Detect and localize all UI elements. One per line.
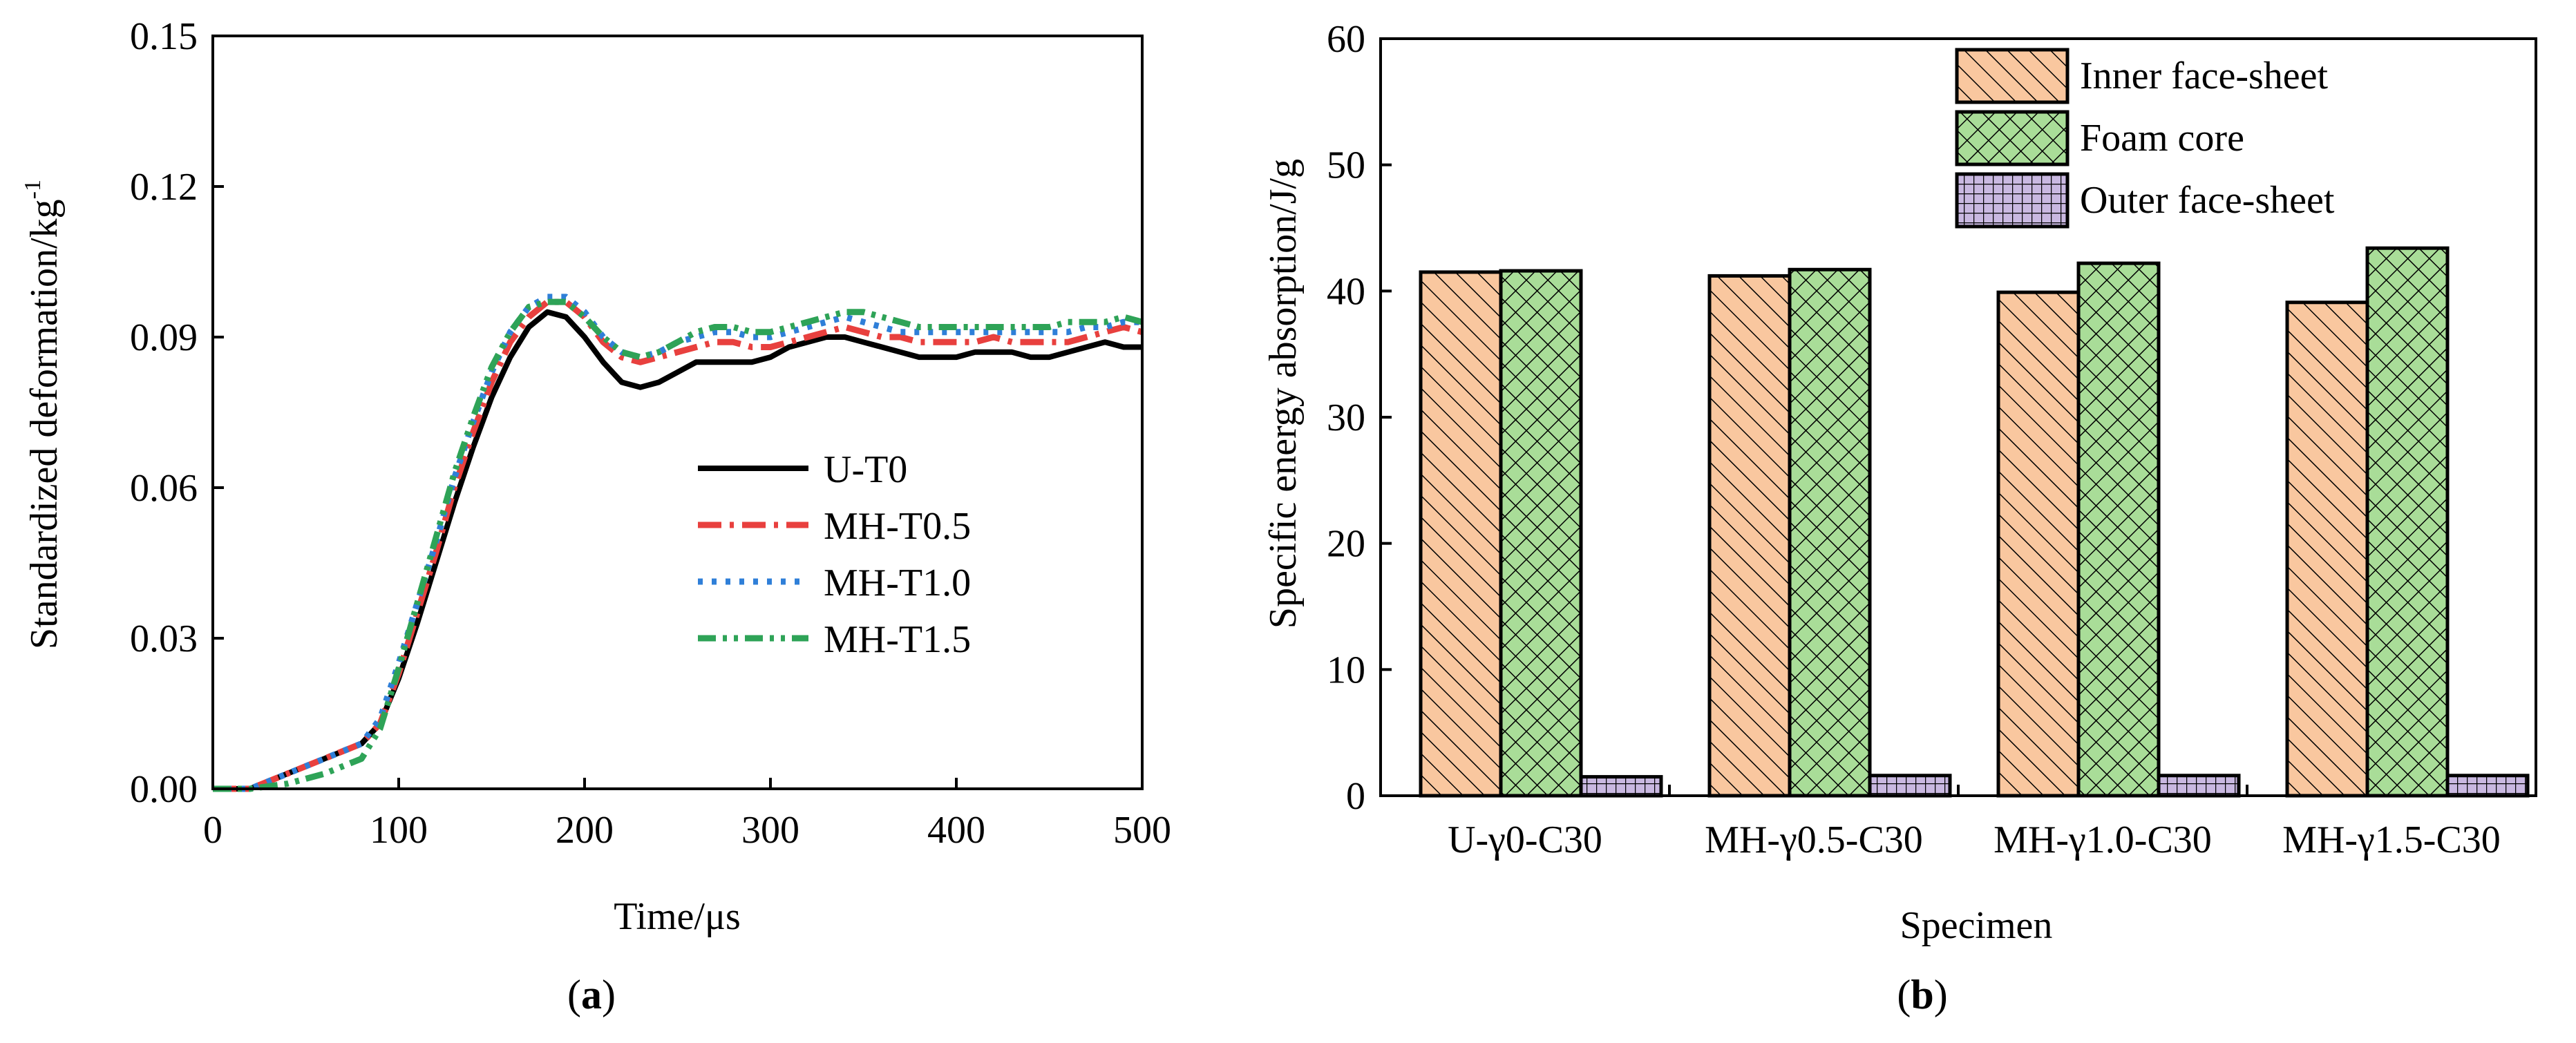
y-tick-label: 0.09 [130, 316, 198, 359]
y-axis-title-superscript: -1 [20, 180, 46, 199]
legend: U-T0 MH-T0.5 MH-T1.0 MH-T1.5 [698, 448, 971, 661]
legend-label: MH-T1.0 [824, 562, 971, 604]
x-tick-label: MH-γ1.5-C30 [2282, 819, 2501, 861]
y-tick-label: 0.15 [130, 15, 198, 58]
bar-outer-face-sheet [1868, 774, 1952, 798]
x-tick-label: 0 [203, 809, 222, 852]
x-tick-label: MH-γ1.0-C30 [1993, 819, 2212, 861]
legend-label: Inner face-sheet [2080, 55, 2329, 97]
legend-label: Outer face-sheet [2080, 179, 2335, 222]
bar-series-group [1419, 246, 2530, 798]
panel-label-letter: b [1911, 972, 1933, 1017]
x-tick-label: 100 [370, 809, 428, 852]
series-line-u-t0 [213, 309, 1142, 792]
x-tick-label: 400 [927, 809, 985, 852]
x-tick-label: MH-γ0.5-C30 [1705, 819, 1923, 861]
bar-outer-face-sheet [2157, 774, 2241, 798]
y-tick-label: 30 [1327, 396, 1365, 439]
panel-label: (b) [1897, 972, 1947, 1017]
bar-inner-face-sheet [2285, 300, 2369, 798]
axis-ticks: U-γ0-C30 MH-γ0.5-C30 MH-γ1.0-C30 MH-γ1.5-C3… [1327, 18, 2501, 861]
line-chart-panel: 0 100 200 300 400 500 0.00 0.03 0.06 0.09 0.12 0.15… [20, 15, 1171, 1017]
y-tick-label: 0.03 [130, 618, 198, 660]
x-tick-label: U-γ0-C30 [1448, 819, 1602, 861]
panel-label-letter: a [581, 972, 602, 1017]
legend-swatch [1955, 48, 2070, 104]
series-line-mh-t1-5 [213, 298, 1144, 792]
x-axis-title: Time/μs [614, 895, 741, 938]
bar-outer-face-sheet [2445, 774, 2530, 798]
y-axis-title-main: Standardized deformation/kg [23, 199, 66, 649]
legend-swatch [1955, 172, 2070, 229]
legend: Inner face-sheet Foam core Outer face-shee… [1955, 48, 2335, 229]
panel-label: (a) [567, 972, 616, 1017]
bar-inner-face-sheet [1996, 290, 2081, 798]
series-line-mh-t0-5 [213, 298, 1144, 792]
series-line-mh-t1-0 [213, 294, 1142, 792]
bar-foam-core [1788, 267, 1872, 798]
legend-label: U-T0 [824, 448, 907, 491]
x-tick-label: 500 [1113, 809, 1171, 852]
y-tick-label: 10 [1327, 649, 1365, 691]
bar-chart-panel: U-γ0-C30 MH-γ0.5-C30 MH-γ1.0-C30 MH-γ1.5-C3… [1262, 18, 2537, 1017]
x-tick-label: 200 [556, 809, 614, 852]
bar-foam-core [2076, 261, 2161, 798]
y-tick-label: 60 [1327, 18, 1365, 61]
axis-ticks: 0 100 200 300 400 500 0.00 0.03 0.06 0.09 0.12 0.15 [130, 15, 1171, 852]
y-tick-label: 0.00 [130, 768, 198, 811]
x-axis-title: Specimen [1900, 904, 2053, 947]
y-tick-label: 0.06 [130, 467, 198, 510]
bar-foam-core [2365, 246, 2450, 798]
y-axis-title: Standardized deformation/kg-1 [20, 180, 66, 649]
plot-frame [211, 35, 1144, 790]
legend-label: MH-T0.5 [824, 505, 971, 548]
y-axis-title: Specific energy absorption/J/g [1262, 159, 1305, 629]
y-tick-label: 0 [1346, 775, 1365, 818]
x-tick-label: 300 [741, 809, 799, 852]
bar-foam-core [1499, 269, 1583, 798]
bar-inner-face-sheet [1707, 274, 1792, 798]
y-tick-label: 20 [1327, 523, 1365, 566]
bar-outer-face-sheet [1579, 775, 1663, 798]
y-tick-label: 40 [1327, 270, 1365, 313]
legend-label: Foam core [2080, 117, 2244, 160]
legend-swatch [1955, 110, 2070, 166]
y-tick-label: 50 [1327, 144, 1365, 187]
y-tick-label: 0.12 [130, 166, 198, 209]
line-series-group [213, 294, 1144, 792]
legend-label: MH-T1.5 [824, 618, 971, 661]
bar-inner-face-sheet [1419, 270, 1503, 798]
